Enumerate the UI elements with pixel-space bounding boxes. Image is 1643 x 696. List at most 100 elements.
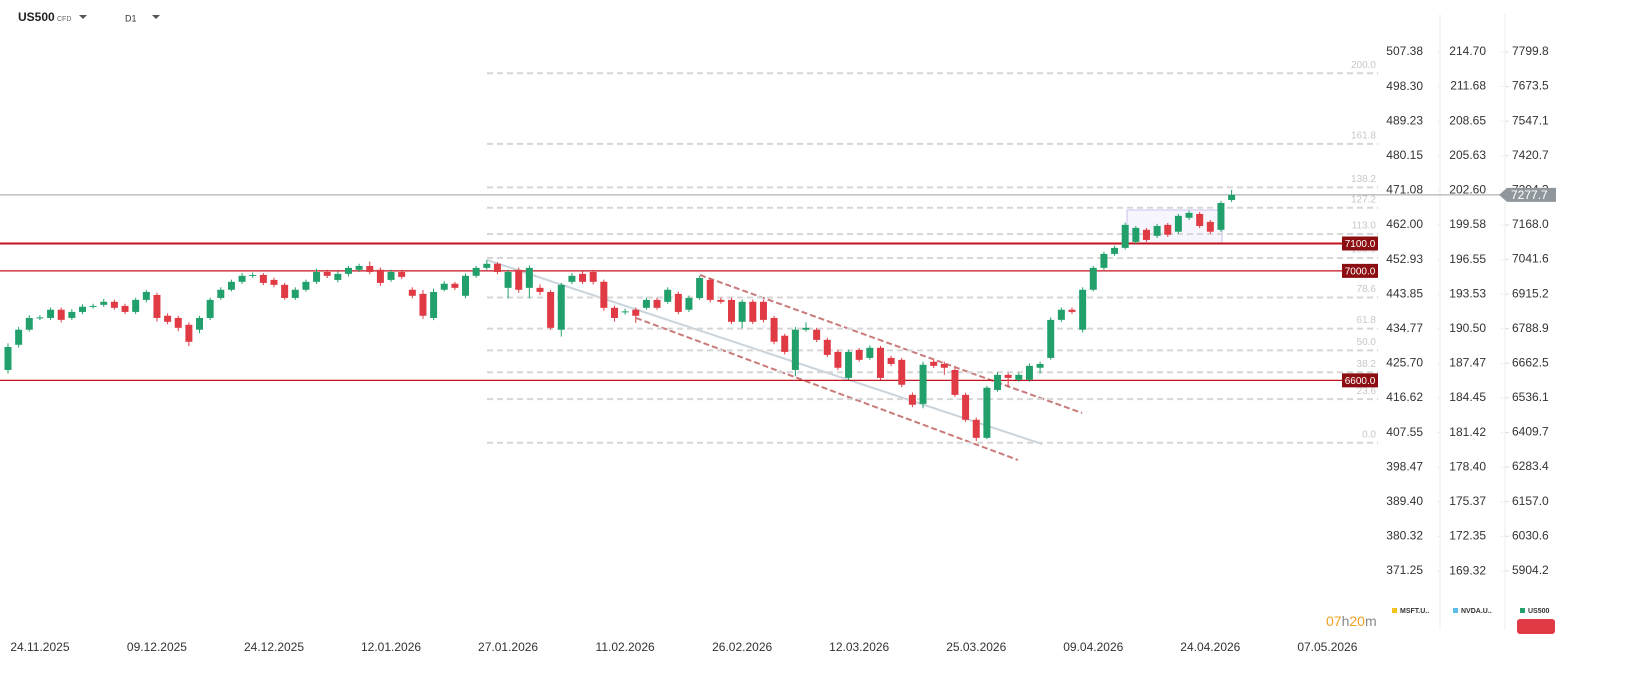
- timeframe[interactable]: D1: [125, 13, 137, 23]
- x-tick-label: 24.11.2025: [10, 640, 69, 654]
- y-tick-label: 434.77: [1386, 321, 1423, 335]
- y-tick-label: 443.85: [1386, 286, 1423, 300]
- candle-body: [951, 369, 959, 395]
- fib-label: 38.2: [1357, 359, 1377, 370]
- candle-body: [632, 309, 640, 316]
- y-tick-label: 169.32: [1449, 563, 1486, 577]
- candle-body: [845, 351, 853, 378]
- candle-body: [557, 284, 565, 330]
- y-tick-label: 190.50: [1449, 321, 1486, 335]
- x-tick-label: 26.02.2026: [712, 640, 772, 654]
- fib-label: 23.6: [1357, 386, 1377, 397]
- y-tick-label: 407.55: [1386, 425, 1423, 439]
- candle-body: [717, 299, 725, 302]
- candle-body: [781, 335, 789, 352]
- y-tick-label: 6157.0: [1512, 494, 1549, 508]
- candle-body: [238, 275, 246, 282]
- y-tick-label: 7041.6: [1512, 252, 1549, 266]
- fib-label: 113.0: [1352, 221, 1377, 232]
- candle-body: [610, 307, 618, 318]
- candle-body: [1121, 224, 1129, 248]
- y-tick-label: 7420.7: [1512, 148, 1549, 162]
- x-tick-label: 24.04.2026: [1180, 640, 1240, 654]
- candle-body: [174, 317, 182, 328]
- y-tick-label: 452.93: [1386, 252, 1423, 266]
- candle-body: [834, 351, 842, 368]
- y-tick-label: 181.42: [1449, 425, 1486, 439]
- y-tick-label: 7168.0: [1512, 217, 1549, 231]
- fib-label: 138.2: [1351, 174, 1376, 185]
- candle-body: [387, 271, 395, 280]
- candle-body: [1142, 229, 1150, 240]
- price-tag-label: 7277.7: [1511, 188, 1548, 202]
- level-tag: [1342, 263, 1378, 278]
- candle-body: [802, 327, 810, 330]
- candle-body: [376, 269, 384, 283]
- candle-body: [15, 329, 23, 345]
- y-tick-label: 205.63: [1449, 148, 1486, 162]
- price-tag: [1499, 187, 1556, 202]
- y-tick-label: 507.38: [1386, 44, 1423, 58]
- channel-line: [699, 274, 1083, 414]
- candle-body: [1185, 212, 1193, 218]
- candle-body: [1153, 225, 1161, 236]
- candle-body: [472, 267, 480, 276]
- y-tick-label: 199.58: [1449, 217, 1486, 231]
- y-tick-label: 6788.9: [1512, 321, 1549, 335]
- candle-body: [962, 394, 970, 420]
- countdown-part: 20: [1349, 613, 1365, 629]
- y-tick-label: 6283.4: [1512, 459, 1549, 473]
- candle-body: [164, 315, 172, 322]
- y-tick-label: 6030.6: [1512, 528, 1549, 542]
- fib-label: 50.0: [1357, 337, 1377, 348]
- y-tick-label: 193.53: [1449, 286, 1486, 300]
- level-label: 6600.0: [1345, 376, 1376, 387]
- x-tick-label: 24.12.2025: [244, 640, 304, 654]
- candle-body: [706, 279, 714, 300]
- candle-body: [132, 299, 140, 312]
- candle-body: [398, 271, 406, 277]
- symbol[interactable]: US500: [18, 10, 55, 24]
- candle-body: [525, 267, 533, 288]
- y-tick-label: 416.62: [1386, 390, 1423, 404]
- fib-label: 61.8: [1357, 315, 1377, 326]
- candle-body: [302, 281, 310, 290]
- legend-label: US500: [1528, 608, 1550, 615]
- candle-body: [462, 275, 470, 296]
- candle-body: [1036, 363, 1044, 368]
- candle-body: [504, 271, 512, 288]
- level-label: 7000.0: [1345, 267, 1376, 278]
- timeframe-dropdown[interactable]: [152, 15, 160, 19]
- candle-body: [898, 359, 906, 385]
- x-tick-label: 07.05.2026: [1297, 640, 1357, 654]
- trade-button[interactable]: [1517, 619, 1555, 634]
- candle-body: [1025, 365, 1033, 380]
- countdown-part: m: [1365, 613, 1377, 629]
- candle-body: [334, 273, 342, 280]
- candle-body: [579, 273, 587, 282]
- candle-body: [57, 309, 65, 320]
- candle-body: [547, 291, 555, 328]
- legend-swatch: [1392, 608, 1397, 613]
- candle-body: [313, 271, 321, 282]
- candle-body: [887, 357, 895, 364]
- y-tick-label: 172.35: [1449, 529, 1486, 543]
- symbol-dropdown[interactable]: [79, 15, 87, 19]
- y-tick-label: 202.60: [1449, 183, 1486, 197]
- y-tick-label: 6915.2: [1512, 286, 1549, 300]
- legend-swatch: [1453, 608, 1458, 613]
- candle-body: [728, 299, 736, 322]
- candle-body: [451, 283, 459, 288]
- y-tick-label: 471.08: [1386, 183, 1423, 197]
- candle-body: [1089, 267, 1097, 290]
- candle-body: [685, 297, 693, 310]
- y-tick-label: 425.70: [1386, 356, 1423, 370]
- candle-body: [930, 361, 938, 366]
- candle-body: [1015, 374, 1023, 380]
- candle-body: [185, 324, 193, 342]
- candle-body: [738, 301, 746, 322]
- candle-body: [823, 339, 831, 355]
- y-tick-label: 7673.5: [1512, 79, 1549, 93]
- candle-body: [972, 419, 980, 438]
